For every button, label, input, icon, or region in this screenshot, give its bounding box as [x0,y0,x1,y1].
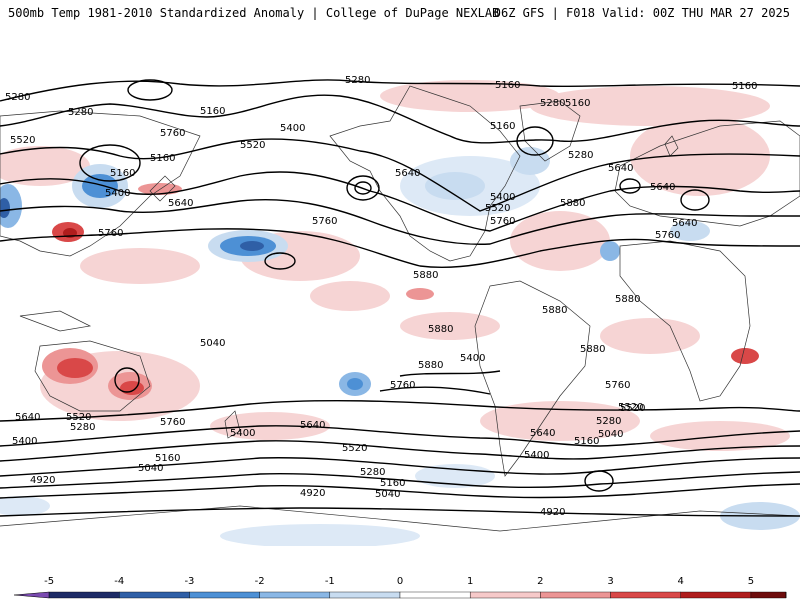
colorbar-segment [48,591,120,599]
colorbar-segment [259,591,331,599]
contour-label: 5880 [615,294,640,305]
contour-label: 5400 [105,188,130,199]
colorbar-tick-label: 1 [467,576,473,587]
contour-label: 5640 [168,198,193,209]
map-title: 500mb Temp 1981-2010 Standardized Anomal… [8,6,500,20]
contour-label: 5520 [10,135,35,146]
contour-label: 5400 [490,192,515,203]
map-panel: 5280 5160 5160 5160 5280 5280 5520 5400 … [0,26,800,548]
contour-label: 5040 [138,463,163,474]
colorbar-tick-label: 0 [397,576,403,587]
contour-label: 5280 [70,422,95,433]
contour-label: 5400 [524,450,549,461]
colorbar-tick-label: 5 [748,576,754,587]
contour-label: 5400 [280,123,305,134]
contour-label: 5520 [342,443,367,454]
colorbar-segment [680,591,752,599]
contour-label: 5400 [460,353,485,364]
contour-label: 5760 [98,228,123,239]
contour-label: 5640 [395,168,420,179]
colorbar-segment [399,591,471,599]
colorbar-tick-label: -3 [184,576,194,587]
contour-label: 5880 [413,270,438,281]
colorbar-segment [119,591,190,599]
colorbar-tick-label: -4 [114,576,124,587]
contour-label: 5400 [12,436,37,447]
contour-label: 5760 [605,380,630,391]
contour-label: 5160 [732,81,757,92]
contour-label: 5640 [530,428,555,439]
contour-label: 5880 [542,305,567,316]
contour-label: 5160 [150,153,175,164]
colorbar-tick-label: 3 [607,576,613,587]
contour-label: 5640 [672,218,697,229]
contour-label: 5160 [574,436,599,447]
contour-label: 4920 [300,488,325,499]
anomaly-map: 5280 5160 5160 5160 5280 5280 5520 5400 … [0,26,800,548]
colorbar-tick-label: 2 [537,576,543,587]
colorbar-tick-label: -5 [44,576,54,587]
contour-label: 5760 [160,128,185,139]
contour-label: 5880 [560,198,585,209]
contour-label: 5520 [240,140,265,151]
height-contours [0,79,800,517]
contour-label: 5880 [580,344,605,355]
contour-label: 5760 [655,230,680,241]
contour-label: 5760 [390,380,415,391]
contour-label: 5760 [160,417,185,428]
colorbar-segment [189,591,260,599]
colorbar-segment [540,591,611,599]
colorbar-segment [610,591,681,599]
header-bar: 500mb Temp 1981-2010 Standardized Anomal… [0,0,800,26]
contour-label: 5160 [155,453,180,464]
contour-label: 4920 [30,475,55,486]
contour-label: 5160 [495,80,520,91]
contour-label: 5280 [360,467,385,478]
contour-label: 5280 [568,150,593,161]
contour-labels: 5280 5160 5160 5160 5280 5280 5520 5400 … [5,75,757,518]
colorbar-segment [750,591,787,599]
contour-label: 5640 [650,182,675,193]
contour-label: 5520 [620,403,645,414]
contour-label: 5160 [200,106,225,117]
colorbar-tick-label: -2 [255,576,265,587]
contour-label: 5040 [598,429,623,440]
colorbar-segment [469,591,541,599]
contour-label: 5640 [15,412,40,423]
contour-label: 5400 [230,428,255,439]
contour-label: 5280 [540,98,565,109]
contour-label: 5640 [608,163,633,174]
contour-label: 5280 [345,75,370,86]
contour-label: 5880 [418,360,443,371]
contour-label: 5160 [380,478,405,489]
contour-label: 5160 [490,121,515,132]
contour-label: 5160 [565,98,590,109]
contour-label: 5640 [300,420,325,431]
contour-label: 5160 [110,168,135,179]
contour-label: 5040 [200,338,225,349]
contour-label: 5280 [596,416,621,427]
contour-label: 5760 [490,216,515,227]
contour-label: 5520 [66,412,91,423]
contour-label: 5280 [68,107,93,118]
colorbar-tick-label: -1 [325,576,335,587]
colorbar-low-arrow [13,591,50,599]
contour-label: 5280 [5,92,30,103]
contour-label: 5880 [428,324,453,335]
contour-label: 5040 [375,489,400,500]
contour-label: 4920 [540,507,565,518]
colorbar-svg: -5 -4 -3 -2 -1 0 1 2 3 4 5 [13,576,787,599]
colorbar-tick-label: 4 [678,576,684,587]
contour-label: 5760 [312,216,337,227]
contour-label: 5520 [485,203,510,214]
colorbar: -5 -4 -3 -2 -1 0 1 2 3 4 5 [0,566,800,600]
model-run-info: 06Z GFS | F018 Valid: 00Z THU MAR 27 202… [493,6,790,20]
colorbar-segment [329,591,401,599]
contour-label: 5520 [618,402,643,413]
